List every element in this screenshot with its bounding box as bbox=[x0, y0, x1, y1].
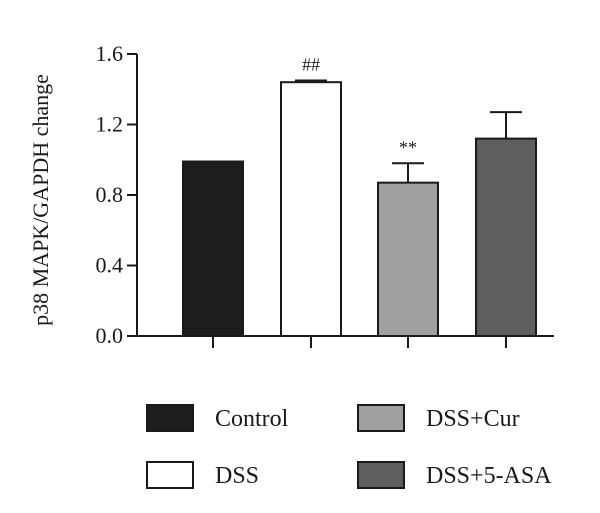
bar-dss bbox=[280, 81, 342, 337]
bar-dss-5-asa bbox=[475, 137, 537, 337]
bars: ## ** bbox=[182, 54, 537, 337]
legend-label: DSS bbox=[215, 463, 259, 489]
legend-swatch bbox=[146, 404, 194, 432]
y-tick-label: 0.4 bbox=[96, 253, 124, 278]
significance-label: ** bbox=[399, 137, 417, 157]
y-tick-label: 1.2 bbox=[96, 112, 124, 137]
bar-control bbox=[182, 160, 244, 337]
legend-label: DSS+Cur bbox=[426, 406, 520, 432]
legend-label: DSS+5-ASA bbox=[426, 463, 552, 489]
y-tick-label: 1.6 bbox=[96, 41, 124, 66]
bar-dss-cur bbox=[377, 181, 439, 337]
legend-swatch bbox=[146, 461, 194, 489]
legend-swatch bbox=[357, 461, 405, 489]
y-tick-label: 0.0 bbox=[96, 323, 124, 348]
legend-label: Control bbox=[215, 406, 289, 432]
legend-swatch bbox=[357, 404, 405, 432]
y-tick-label: 0.8 bbox=[96, 182, 124, 207]
y-axis-label: p38 MAPK/GAPDH change bbox=[28, 74, 53, 326]
significance-label: ## bbox=[302, 54, 320, 74]
legend: Control DSS+Cur DSS DSS+5-ASA bbox=[146, 404, 552, 489]
